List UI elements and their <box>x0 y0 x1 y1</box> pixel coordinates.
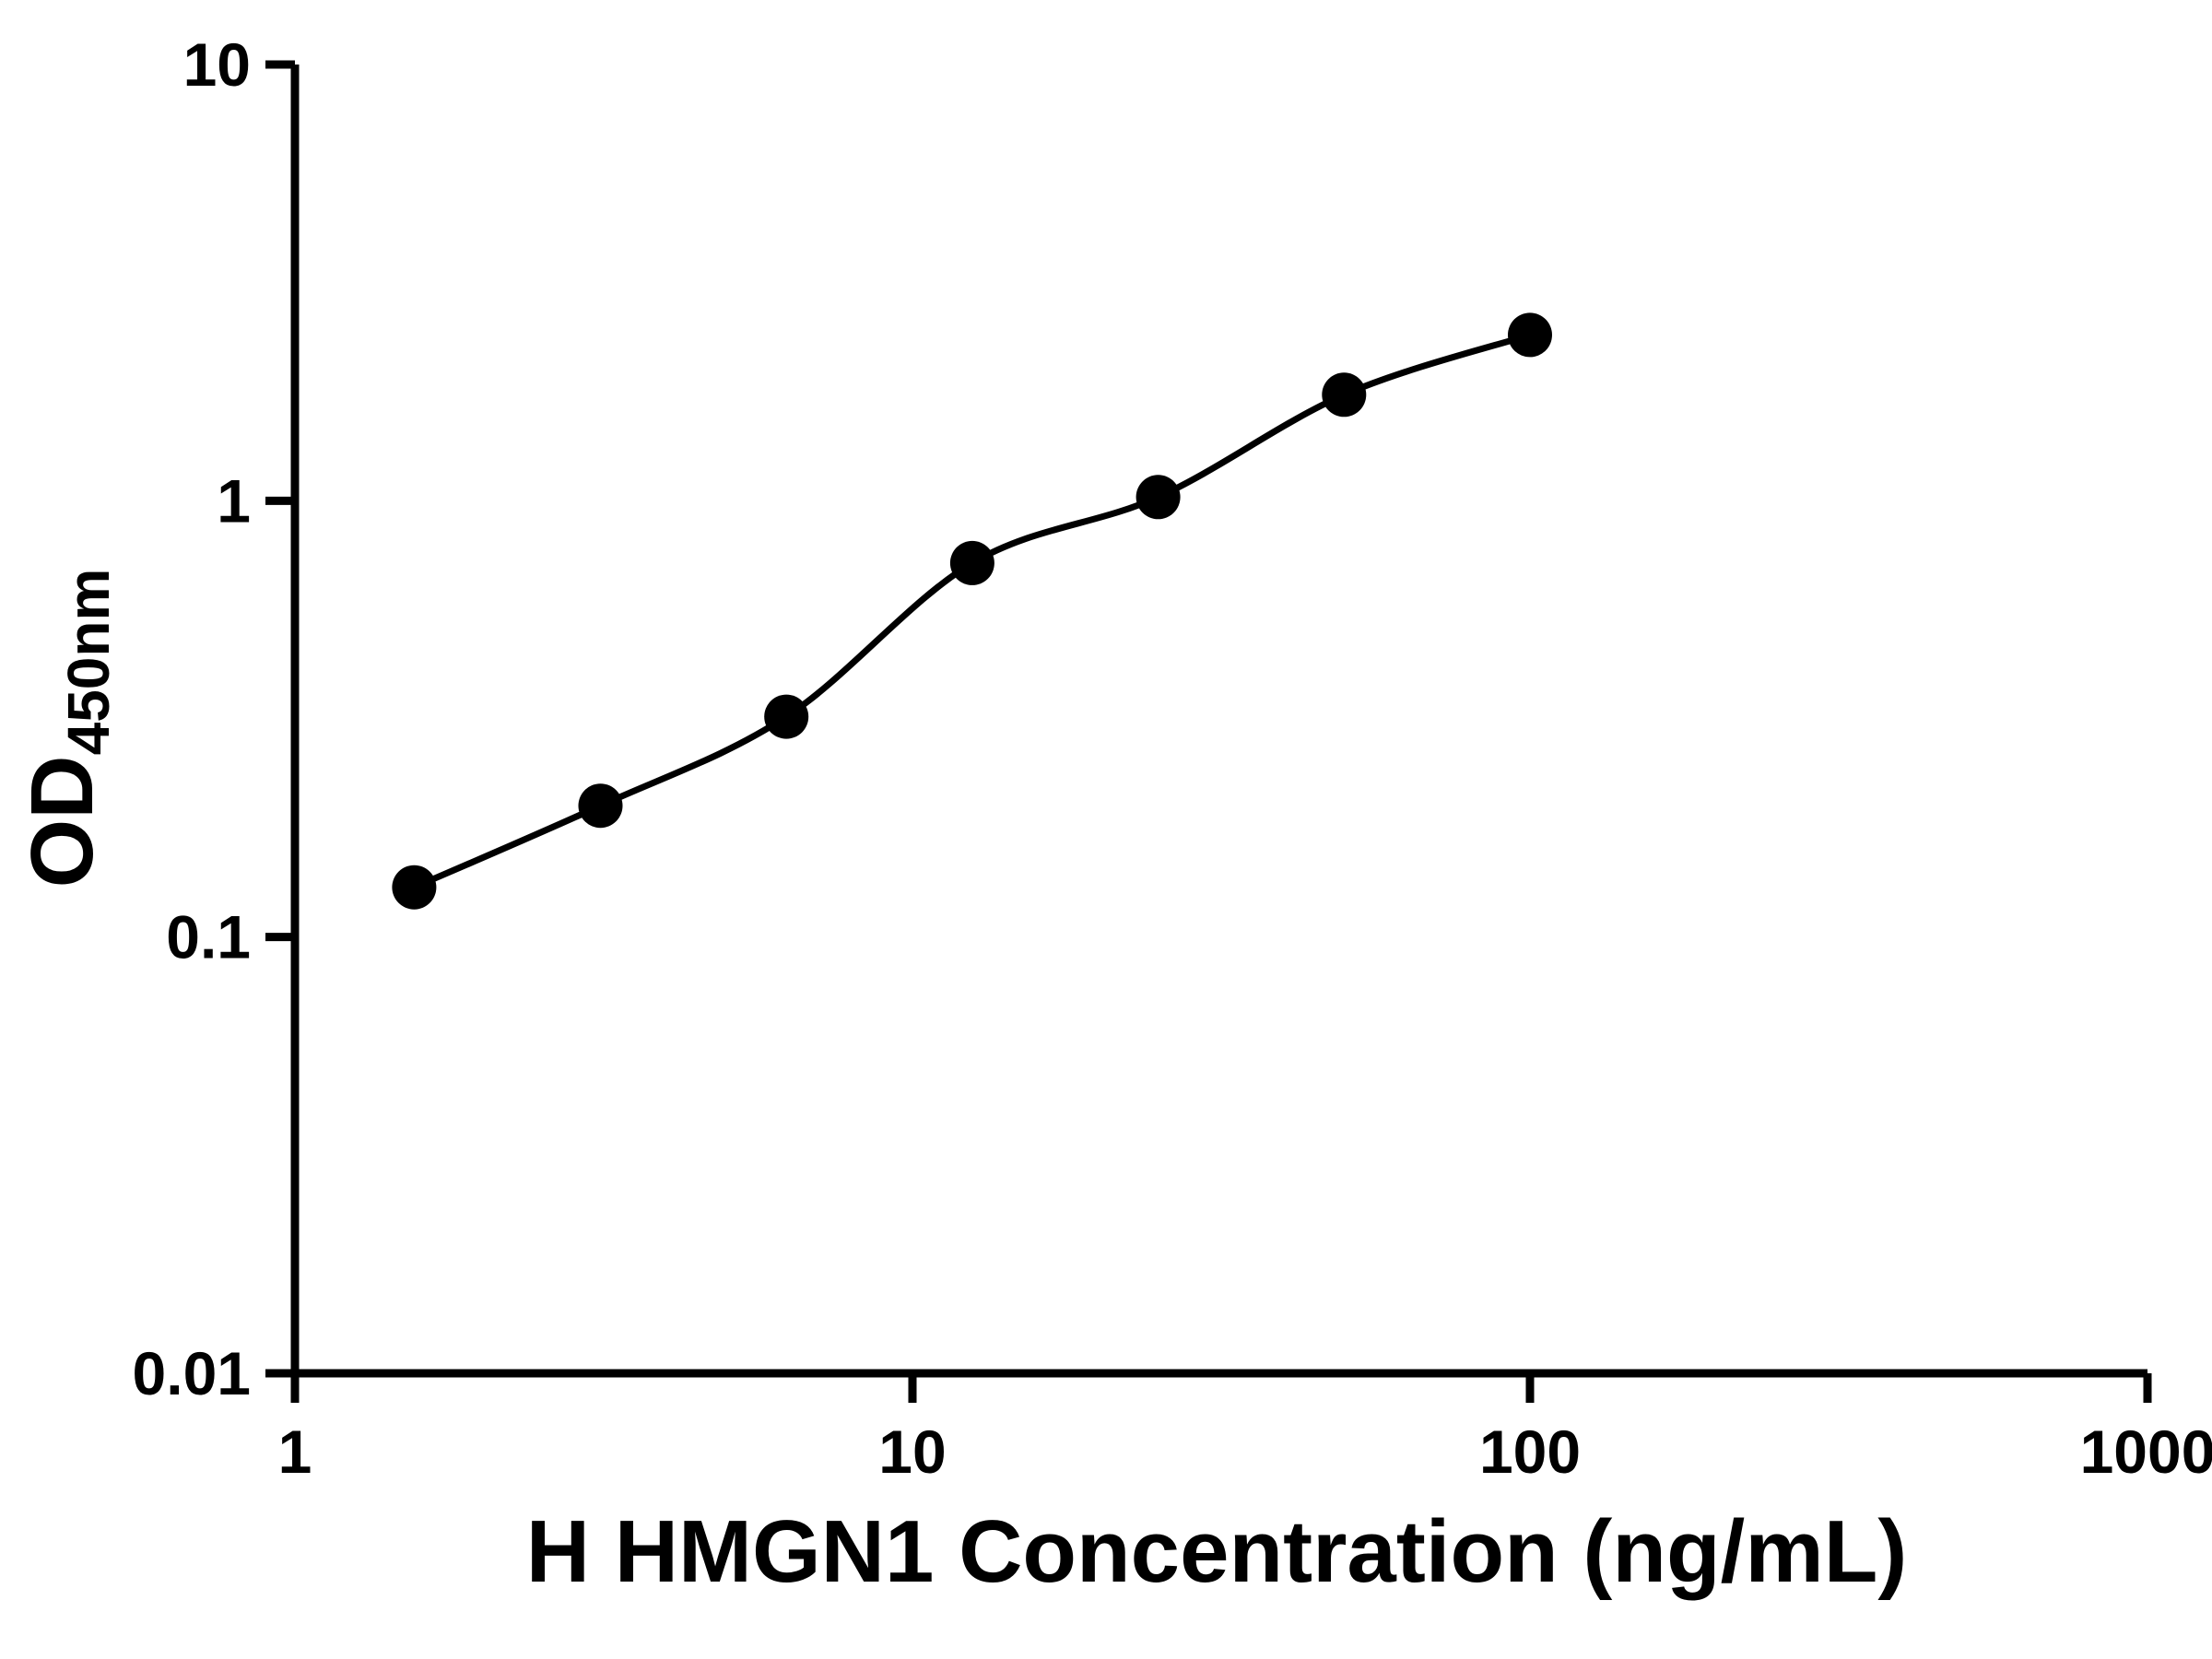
data-point <box>392 865 437 910</box>
y-axis-title-subscript: 450nm <box>55 569 122 756</box>
data-point <box>578 783 623 829</box>
data-point <box>1508 312 1552 358</box>
x-axis-tick-label: 1000 <box>2080 1418 2212 1486</box>
y-axis-tick-label: 10 <box>183 30 251 99</box>
y-axis-title-main: OD <box>13 755 112 888</box>
x-axis-tick-label: 1 <box>278 1418 312 1486</box>
axes-lines <box>290 65 2147 1378</box>
axes-group <box>265 60 2152 1403</box>
data-point <box>1322 372 1367 418</box>
data-point <box>764 694 809 739</box>
x-axis-tick-label: 100 <box>1479 1418 1581 1486</box>
y-axis-tick-label: 0.1 <box>166 903 251 971</box>
y-axis-tick-label: 1 <box>217 466 251 535</box>
y-axis-tick-label: 0.01 <box>133 1339 251 1407</box>
data-point <box>949 540 994 585</box>
series-group <box>392 312 1552 910</box>
data-point <box>1135 475 1181 520</box>
x-axis-tick-label: 10 <box>878 1418 946 1486</box>
x-axis-title: H HMGN1 Concentration (ng/mL) <box>526 1502 1908 1601</box>
tick-labels-group: 1 10 100 1000 0.01 0.1 1 10 <box>133 30 2212 1486</box>
y-axis-title: OD450nm <box>13 569 122 888</box>
